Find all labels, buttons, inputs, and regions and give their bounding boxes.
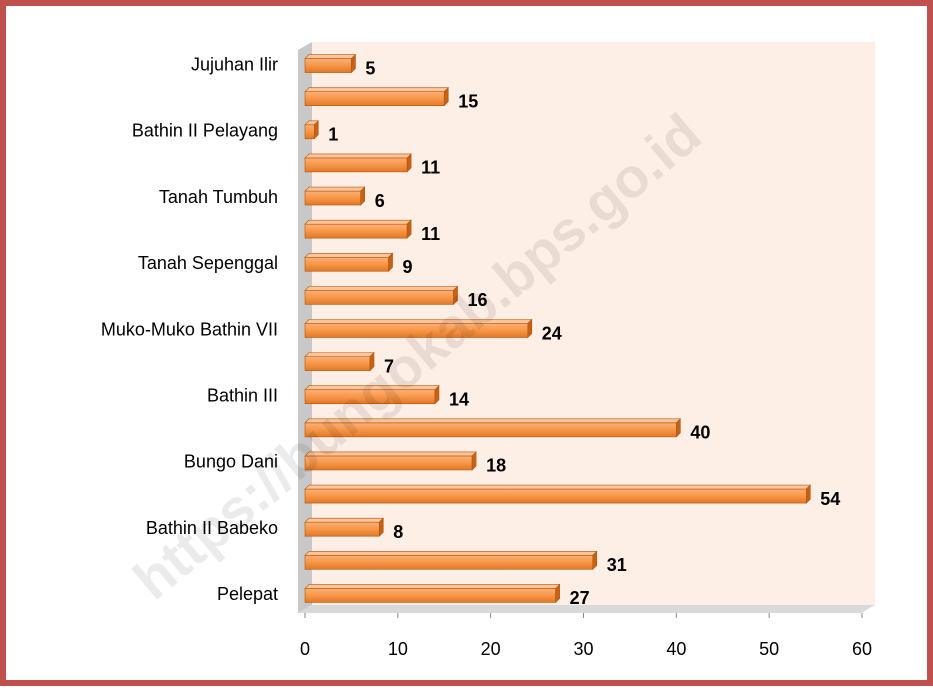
bar-side	[676, 418, 681, 438]
value-label: 5	[365, 58, 375, 78]
bar-front	[304, 91, 445, 106]
x-tick-label: 30	[573, 639, 593, 659]
value-label: 8	[393, 522, 403, 542]
bar-top	[304, 186, 366, 192]
value-label: 7	[384, 356, 394, 376]
value-label: 40	[690, 423, 710, 443]
bar-side	[360, 186, 366, 206]
value-label: 6	[375, 191, 385, 211]
bar-top	[304, 54, 357, 59]
bar-side	[378, 517, 384, 537]
bar	[304, 451, 477, 471]
bar-top	[304, 219, 412, 225]
y-tick-label: Muko-Muko Bathin VII	[101, 319, 278, 339]
y-tick-label: Pelepat	[217, 584, 278, 604]
x-tick-label: 40	[666, 639, 686, 659]
bar	[304, 219, 412, 239]
bar	[304, 252, 394, 272]
value-label: 31	[607, 555, 627, 575]
bar-side	[388, 252, 393, 272]
bar-side	[592, 550, 598, 571]
bar	[304, 153, 412, 173]
bar-front	[304, 555, 594, 570]
bar-front	[304, 190, 362, 206]
x-tick-label: 60	[852, 639, 872, 659]
value-label: 1	[328, 125, 338, 145]
floor	[298, 605, 875, 613]
bar-side	[313, 120, 319, 140]
value-label: 54	[820, 489, 840, 509]
value-label: 24	[542, 323, 562, 343]
value-label: 15	[458, 91, 478, 111]
bar-side	[443, 86, 449, 107]
y-tick-label: Tanah Sepenggal	[138, 253, 278, 273]
bar-side	[471, 451, 477, 471]
x-tick-label: 50	[759, 639, 779, 659]
bar	[304, 285, 459, 306]
y-tick-label: Bungo Dani	[184, 452, 278, 472]
value-label: 27	[570, 588, 590, 608]
y-tick-label: Bathin II Babeko	[146, 518, 278, 538]
bar	[304, 318, 533, 339]
value-label: 11	[421, 158, 440, 178]
bar-top	[304, 551, 598, 556]
bar-top	[304, 252, 394, 258]
bar	[304, 418, 682, 438]
bar-side	[351, 53, 356, 74]
bar-top	[304, 286, 459, 291]
y-tick-label: Bathin II Pelayang	[132, 121, 278, 141]
value-label: 11	[421, 224, 440, 244]
bar	[304, 53, 357, 74]
bar-front	[304, 588, 556, 603]
bar-top	[304, 517, 384, 523]
bar	[304, 583, 561, 604]
bar	[304, 86, 449, 107]
bar-top	[304, 584, 561, 589]
bar	[304, 517, 384, 537]
bar-front	[304, 521, 380, 537]
x-tick-label: 20	[481, 639, 501, 659]
bar	[304, 351, 375, 372]
bar-front	[304, 58, 352, 73]
bar-front	[304, 256, 389, 272]
bar-side	[453, 285, 458, 306]
bar-top	[304, 484, 812, 490]
bar-top	[304, 352, 375, 357]
x-tick-label: 0	[300, 639, 310, 659]
bar	[304, 484, 812, 504]
bar-front	[304, 223, 408, 239]
bar-side	[527, 318, 533, 339]
bar-front	[304, 488, 807, 504]
bar	[304, 120, 320, 140]
bar-side	[406, 153, 412, 173]
bar-side	[555, 583, 560, 604]
value-label: 14	[449, 389, 469, 409]
bar-side	[805, 484, 811, 504]
bar-side	[406, 219, 412, 239]
value-label: 16	[468, 290, 488, 310]
bar-top	[304, 87, 449, 92]
y-tick-label: Jujuhan Ilir	[191, 54, 278, 74]
bar-front	[304, 157, 408, 173]
bar-side	[369, 351, 375, 372]
bar	[304, 385, 440, 405]
value-label: 9	[403, 257, 413, 277]
bar	[304, 550, 598, 571]
bar-top	[304, 153, 412, 159]
x-tick-label: 10	[388, 639, 408, 659]
bar	[304, 186, 366, 206]
bar-front	[304, 124, 315, 140]
bar-side	[434, 385, 440, 405]
y-tick-label: Bathin III	[207, 385, 278, 405]
y-tick-label: Tanah Tumbuh	[159, 187, 278, 207]
value-label: 18	[486, 456, 506, 476]
